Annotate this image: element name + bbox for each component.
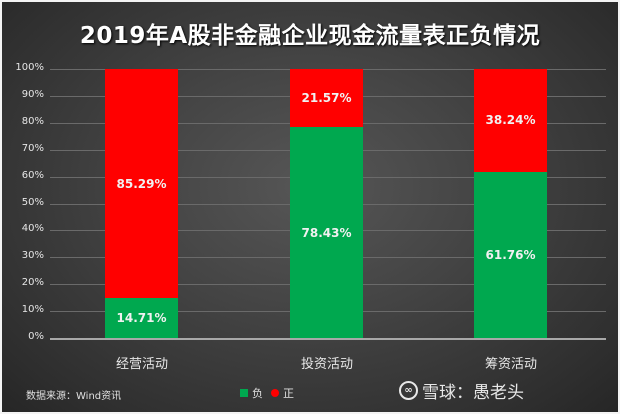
stacked-bar: 21.57% 78.43% [290, 69, 363, 338]
y-tick-label: 40% [21, 223, 44, 235]
data-source-note: 数据来源：Wind资讯 [26, 391, 122, 402]
stacked-bar: 85.29% 14.71% [105, 69, 178, 338]
bar-segment-negative: 14.71% [105, 298, 178, 338]
y-tick-label: 90% [21, 88, 44, 100]
watermark-text: 雪球：愚老头 [422, 383, 524, 403]
legend-label-negative: 负 [252, 387, 263, 400]
xueqiu-logo-icon: ∞ [399, 381, 418, 400]
legend-swatch-positive [271, 389, 279, 397]
bar-segment-negative: 61.76% [474, 171, 547, 338]
y-tick-label: 80% [21, 115, 44, 127]
x-axis-baseline [50, 338, 606, 340]
x-label-financing: 筹资活动 [484, 357, 537, 372]
y-tick-label: 70% [21, 142, 44, 154]
watermark: ∞ 雪球：愚老头 [399, 378, 524, 403]
bar-segment-negative: 78.43% [290, 127, 363, 338]
y-tick-label: 10% [21, 304, 44, 316]
y-tick-label: 20% [21, 277, 44, 289]
bar-segment-positive: 21.57% [290, 69, 363, 128]
x-label-investing: 投资活动 [300, 357, 353, 372]
stacked-bar: 38.24% 61.76% [474, 69, 547, 338]
legend: 负 正 [240, 385, 294, 401]
legend-swatch-negative [240, 389, 248, 397]
y-tick-label: 30% [21, 250, 44, 262]
y-tick-label: 100% [15, 62, 44, 73]
y-tick-label: 50% [21, 196, 44, 208]
chart-title: 2019年A股非金融企业现金流量表正负情况 [79, 23, 541, 49]
y-tick-label: 60% [21, 169, 44, 181]
bar-segment-positive: 85.29% [105, 69, 178, 299]
legend-label-positive: 正 [283, 387, 294, 400]
y-tick-label: 0% [28, 331, 44, 342]
bar-segment-positive: 38.24% [474, 69, 547, 172]
x-label-operating: 经营活动 [115, 357, 168, 372]
